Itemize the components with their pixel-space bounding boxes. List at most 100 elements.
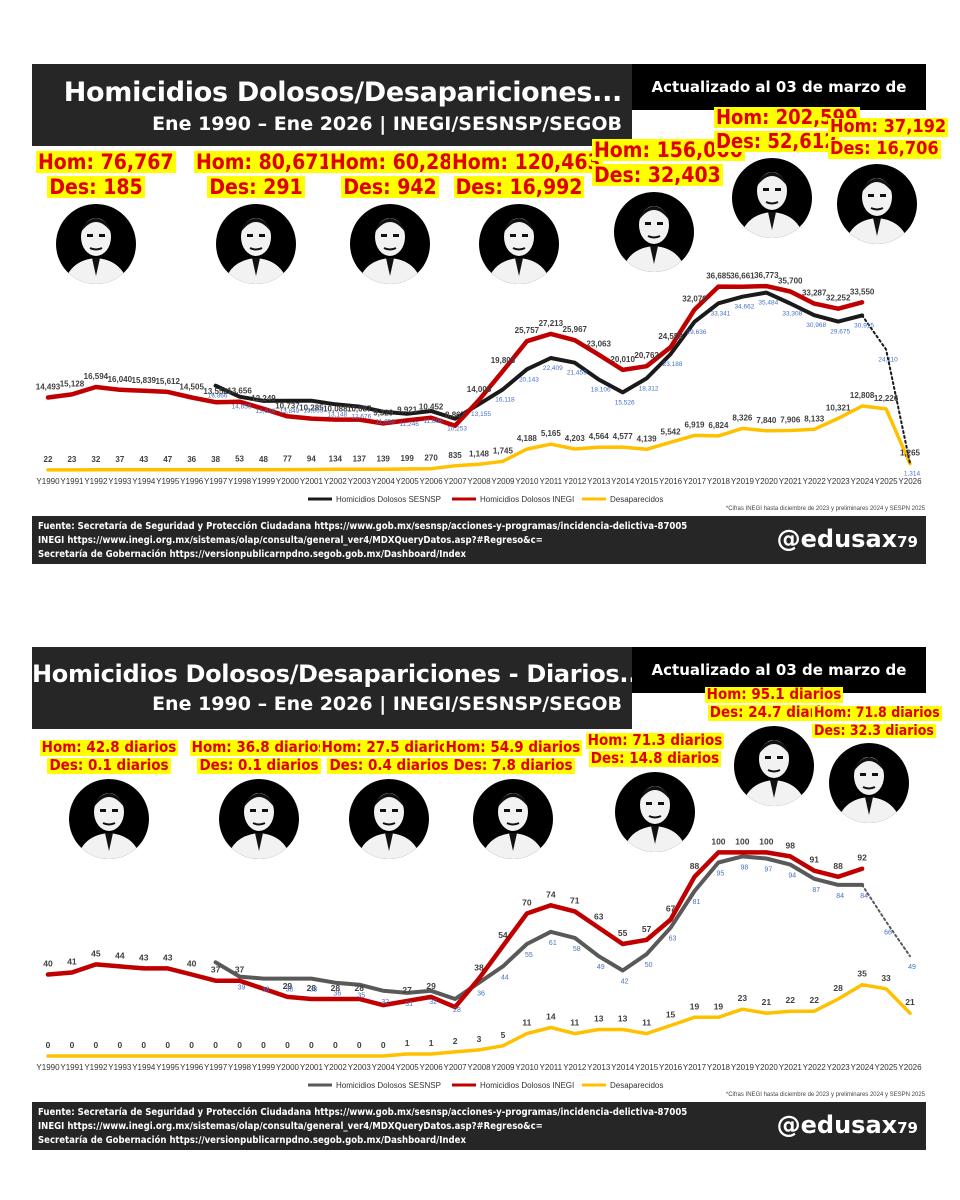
- data-label-inegi: 38: [474, 963, 484, 973]
- x-tick-label: Y2021: [779, 477, 803, 486]
- des-daily: Des: 14.8 diarios: [588, 748, 722, 767]
- data-label-inegi: 15,128: [60, 379, 85, 388]
- handle-suffix: 79: [897, 533, 918, 551]
- data-label-inegi: 10,737: [275, 401, 300, 410]
- x-tick-label: Y1990: [36, 477, 60, 486]
- president-7: Hom: 71.8 diarios Des: 32.3 diarios: [812, 704, 942, 824]
- data-label-sesnsp: 58: [573, 946, 581, 953]
- data-label-inegi: 32,252: [826, 294, 851, 303]
- data-label-inegi: 24,559: [658, 332, 683, 341]
- data-label-sesnsp: 18,106: [591, 386, 611, 393]
- data-label-sesnsp: 61: [549, 940, 557, 947]
- legend-label: Homicidios Dolosos INEGI: [480, 495, 574, 504]
- hom-daily: Hom: 36.8 diarios: [189, 738, 329, 756]
- x-tick-label: Y2000: [276, 1063, 300, 1072]
- data-label-sesnsp: 33,308: [782, 310, 802, 317]
- x-tick-label: Y1996: [180, 1063, 204, 1072]
- president-portrait: [732, 158, 812, 238]
- des-total: Des: 16,706: [828, 137, 941, 159]
- data-label-sesnsp: 33,341: [710, 310, 730, 317]
- x-tick-label: Y1999: [252, 1063, 276, 1072]
- data-label-inegi: 9,329: [373, 408, 394, 417]
- data-label-desaparecidos: 0: [94, 1040, 99, 1050]
- data-label-sesnsp: 20,143: [519, 376, 539, 383]
- president-portrait: [479, 204, 559, 284]
- legend-label: Homicidios Dolosos SESNSP: [336, 495, 441, 504]
- data-label-desaparecidos: 4,203: [565, 434, 586, 443]
- data-label-inegi: 10,285: [299, 404, 324, 413]
- chart-title: Homicidios Dolosos/Desapariciones - Diar…: [32, 660, 646, 688]
- data-label-sesnsp: 42: [621, 978, 629, 985]
- data-label-inegi: 55: [618, 928, 628, 938]
- data-label-desaparecidos: 21: [905, 997, 915, 1007]
- data-label-desaparecidos: 1: [405, 1038, 410, 1048]
- data-label-desaparecidos: 0: [381, 1040, 386, 1050]
- data-label-inegi: 25,757: [515, 326, 540, 335]
- data-label-sesnsp: 13,148: [327, 411, 347, 418]
- data-label-inegi: 37: [211, 965, 221, 975]
- x-tick-label: Y2018: [707, 1063, 731, 1072]
- x-tick-label: Y2013: [587, 1063, 611, 1072]
- data-label-desaparecidos: 13: [594, 1014, 604, 1024]
- x-tick-label: Y2012: [563, 477, 587, 486]
- data-label-sesnsp: 36: [333, 991, 341, 998]
- portrait-silhouette-icon: [77, 792, 141, 859]
- data-label-sesnsp: 38: [309, 987, 317, 994]
- x-tick-label: Y2018: [707, 477, 731, 486]
- handle-suffix: 79: [897, 1119, 918, 1137]
- data-label-desaparecidos: 0: [165, 1040, 170, 1050]
- data-label-sesnsp: 18,312: [639, 385, 659, 392]
- data-label-inegi: 28: [307, 983, 317, 993]
- x-tick-label: Y2023: [827, 477, 851, 486]
- x-tick-label: Y2016: [659, 1063, 683, 1072]
- des-daily: Des: 24.7 diarios: [707, 702, 841, 721]
- data-label-desaparecidos: 4,188: [517, 434, 538, 443]
- des-total: Des: 291: [207, 175, 305, 199]
- data-label-desaparecidos: 0: [357, 1040, 362, 1050]
- footer: Fuente: Secretaría de Seguridad y Protec…: [32, 1102, 926, 1150]
- data-label-inegi: 41: [67, 957, 77, 967]
- x-tick-label: Y2003: [348, 477, 372, 486]
- series-line-desaparecidos: [46, 982, 912, 1058]
- x-tick-label: Y1997: [204, 1063, 228, 1072]
- data-label-desaparecidos: 7,840: [756, 416, 777, 425]
- x-tick-label: Y2006: [420, 1063, 444, 1072]
- data-label-inegi: 20,762: [634, 351, 659, 360]
- data-label-sesnsp: 10,253: [447, 426, 467, 433]
- data-label-inegi: 37: [235, 965, 245, 975]
- data-label-sesnsp: 35,484: [758, 300, 778, 307]
- data-label-desaparecidos: 0: [117, 1040, 122, 1050]
- x-tick-label: Y1990: [36, 1063, 60, 1072]
- source-inegi: INEGI https://www.inegi.org.mx/sistemas/…: [38, 535, 543, 546]
- president-5: Hom: 156,066 Des: 32,403: [592, 138, 745, 272]
- data-label-desaparecidos: 1,148: [469, 449, 490, 458]
- data-label-sesnsp: 81: [693, 899, 701, 906]
- data-label-sesnsp: 30,915: [854, 322, 874, 329]
- x-tick-label: Y2008: [467, 477, 491, 486]
- data-label-inegi: 70: [522, 897, 532, 907]
- x-tick-label: Y2012: [563, 1063, 587, 1072]
- hom-total: Hom: 60,280: [328, 150, 468, 174]
- data-label-inegi: 54: [498, 930, 508, 940]
- data-label-inegi: 44: [115, 950, 125, 960]
- president-portrait: [216, 204, 296, 284]
- data-label-sesnsp: 16,866: [208, 393, 228, 400]
- author-handle: @edusax79: [777, 525, 918, 553]
- data-label-inegi: 25,967: [563, 325, 588, 334]
- data-label-sesnsp: 44: [501, 974, 509, 981]
- data-label-desaparecidos: 12,226: [874, 394, 899, 403]
- portrait-silhouette-icon: [481, 792, 545, 859]
- data-label-desaparecidos: 48: [259, 455, 268, 464]
- president-7: Hom: 37,192 Des: 16,706: [828, 116, 949, 244]
- data-label-desaparecidos: 5,165: [541, 429, 562, 438]
- president-6: Hom: 202,599 Des: 52,612: [714, 106, 860, 238]
- data-label-inegi: 10,087: [347, 405, 372, 414]
- data-label-inegi: 40: [43, 959, 53, 969]
- data-label-sesnsp: 22,409: [543, 365, 563, 372]
- panel-daily: Homicidios Dolosos/Desapariciones - Diar…: [32, 647, 942, 1150]
- data-label-sesnsp: 94: [788, 873, 796, 880]
- des-daily: Des: 0.4 diarios: [327, 755, 451, 774]
- x-tick-label: Y2024: [851, 477, 875, 486]
- data-label-sesnsp: 49: [597, 964, 605, 971]
- president-portrait: [56, 204, 136, 284]
